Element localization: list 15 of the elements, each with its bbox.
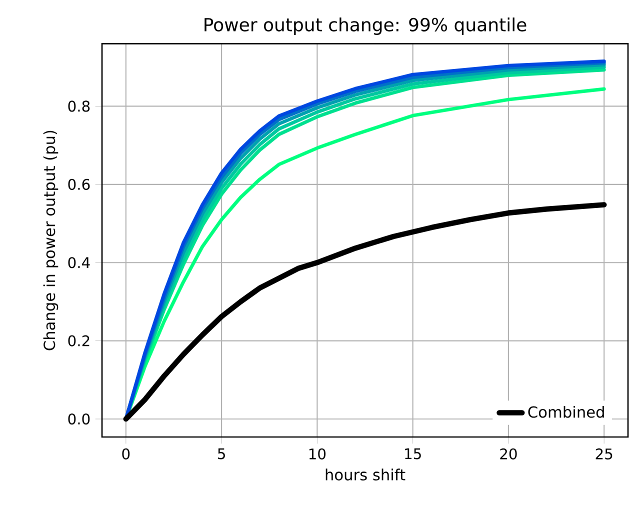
y-tick-label: 0.8 <box>68 100 90 112</box>
x-tick-label: 20 <box>500 448 517 460</box>
y-tick-label: 0.0 <box>68 413 90 425</box>
x-tick-label: 5 <box>218 448 225 460</box>
y-tick-label: 0.6 <box>68 178 90 190</box>
x-tick-label: 25 <box>596 448 612 460</box>
y-axis-title: Change in power output (pu) <box>43 130 58 350</box>
chart-title: Power output change: 99% quantile <box>204 18 526 35</box>
x-tick-label: 0 <box>122 448 130 460</box>
x-tick-label: 10 <box>309 448 326 460</box>
y-tick-label: 0.4 <box>68 257 90 268</box>
y-tick-label: 0.2 <box>68 335 90 346</box>
x-tick-label: 15 <box>405 448 421 460</box>
x-axis-title: hours shift <box>326 468 406 480</box>
legend-label: Combined <box>528 406 604 418</box>
